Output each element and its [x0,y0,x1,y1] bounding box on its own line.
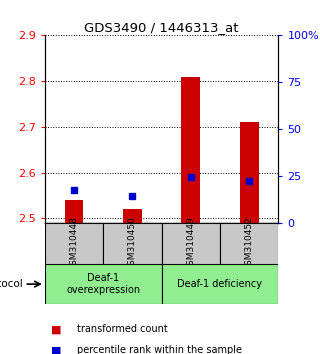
Text: GSM310448: GSM310448 [69,216,78,271]
Bar [240,122,259,223]
Text: protocol: protocol [0,279,23,289]
Bar [220,223,278,264]
Title: GDS3490 / 1446313_at: GDS3490 / 1446313_at [84,21,239,34]
Text: percentile rank within the sample: percentile rank within the sample [77,346,242,354]
Bar [162,223,220,264]
Text: GSM310450: GSM310450 [128,216,137,271]
Text: GSM310449: GSM310449 [186,216,195,271]
Text: transformed count: transformed count [77,324,168,334]
Text: Deaf-1 deficiency: Deaf-1 deficiency [178,279,262,289]
Bar [181,76,200,223]
Text: GSM310452: GSM310452 [245,216,254,271]
Text: Deaf-1
overexpression: Deaf-1 overexpression [66,273,140,295]
Bar [65,200,83,223]
Bar [162,264,278,304]
Bar [45,264,162,304]
Bar [123,209,142,223]
Text: ■: ■ [51,346,62,354]
Bar [103,223,162,264]
Text: ■: ■ [51,324,62,334]
Bar [45,223,103,264]
